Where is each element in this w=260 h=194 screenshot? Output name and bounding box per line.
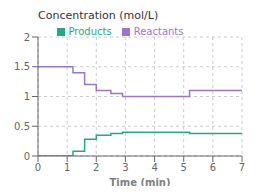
svg-text:2: 2 — [93, 162, 99, 173]
svg-text:Time (min): Time (min) — [109, 177, 170, 186]
html-text:Concentration (mol/L): Concentration (mol/L) — [38, 9, 159, 22]
svg-text:5: 5 — [181, 162, 187, 173]
svg-text:1: 1 — [24, 91, 30, 102]
svg-text:0.5: 0.5 — [14, 121, 30, 132]
svg-text:6: 6 — [210, 162, 216, 173]
svg-text:0: 0 — [24, 151, 30, 162]
svg-text:1.5: 1.5 — [14, 61, 30, 72]
html-text:Products: Products — [68, 26, 112, 37]
svg-text:1: 1 — [64, 162, 70, 173]
svg-text:2: 2 — [24, 32, 30, 43]
svg-text:7: 7 — [239, 162, 245, 173]
svg-text:3: 3 — [122, 162, 128, 173]
svg-text:0: 0 — [35, 162, 41, 173]
svg-text:4: 4 — [151, 162, 157, 173]
html-text:Reactants: Reactants — [133, 26, 184, 37]
